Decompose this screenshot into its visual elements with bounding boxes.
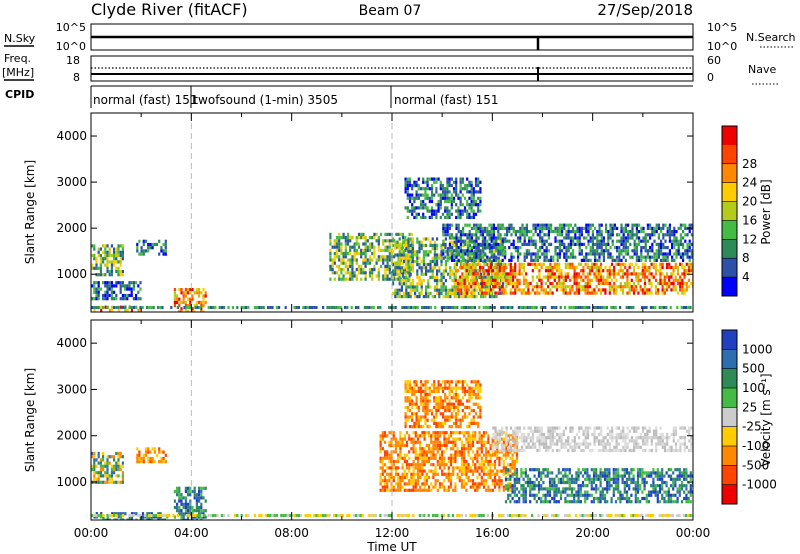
velocity-colorbar-cell-8 [722,465,737,486]
cpid-label: CPID [5,88,34,101]
x-tick-2: 04:00 [174,526,209,540]
freq-right-tick-bottom: 0 [707,71,714,84]
noise-strip: N.Sky 10^5 10^0 10^5 10^0 N.Search [4,21,796,53]
beam-title: Beam 07 [359,3,422,19]
velocity-colorbar-label: Velocity [m s⁻¹] [759,373,773,466]
power-y-tick-2: 2000 [56,221,87,235]
velocity-colorbar-tick-6: -100 [742,439,769,453]
x-tick-3: 08:00 [274,526,309,540]
noise-left-label: N.Sky [4,32,36,45]
noise-left-tick-bottom: 10^0 [56,40,86,53]
power-near-range-band [91,306,692,309]
noise-left-tick-top: 10^5 [56,21,86,34]
freq-label-line1: Freq. [4,52,31,65]
power-echo-region-8 [454,262,693,295]
power-colorbar-label: Power [dB] [759,179,773,244]
freq-label-line2: [MHz] [2,66,34,79]
power-colorbar-tick-7: 28 [742,157,757,171]
velocity-colorbar-tick-7: -500 [742,458,769,472]
velocity-echo-region-8 [404,380,482,429]
power-echo-region-3 [91,244,124,277]
x-tick-6: 20:00 [575,526,610,540]
velocity-colorbar-tick-2: 500 [742,362,765,376]
power-colorbar-cell-5 [722,201,737,221]
power-colorbar-cell-2 [722,144,737,165]
power-echo-region-9 [442,223,693,262]
power-echo-region-4 [136,239,167,256]
power-echo-region-10 [404,177,482,220]
cpid-segment-3: normal (fast) 151 [394,93,498,107]
cpid-segment-1: normal (fast) 151 [93,93,197,107]
power-colorbar-cell-3 [722,163,737,184]
velocity-y-tick-1: 1000 [56,475,87,489]
velocity-echo-region-2 [136,447,167,464]
velocity-echo-region-6 [504,468,693,504]
velocity-panel: 1000 2000 3000 4000 Slant Range [km] 1000 50… [23,319,777,554]
velocity-colorbar-tick-5: -25 [742,420,762,434]
power-y-label: Slant Range [km] [23,160,37,264]
power-echo-region-2 [173,288,207,312]
x-axis-label: Time UT [366,540,417,554]
x-tick-5: 16:00 [475,526,510,540]
power-y-tick-1: 1000 [56,267,87,281]
power-colorbar-tick-6: 24 [742,176,757,190]
velocity-y-tick-4: 4000 [56,336,87,350]
velocity-y-tick-3: 3000 [56,382,87,396]
power-colorbar-tick-4: 16 [742,213,757,227]
power-colorbar-tick-3: 12 [742,232,757,246]
velocity-colorbar-tick-4: 25 [742,400,757,414]
velocity-colorbar-cell-7 [722,446,737,466]
frequency-strip: Freq. [MHz] 18 8 60 0 Nave [2,52,780,85]
power-colorbar-tick-5: 20 [742,195,757,209]
power-colorbar-cell-1 [722,126,737,146]
noise-right-tick-bottom: 10^0 [707,40,737,53]
velocity-y-tick-2: 2000 [56,429,87,443]
power-colorbar-cell-7 [722,239,737,259]
power-y-tick-3: 3000 [56,175,87,189]
velocity-colorbar-tick-1: 1000 [742,342,773,356]
velocity-echo-region-5 [379,431,519,492]
velocity-echo-region-3 [173,486,207,520]
date-title: 27/Sep/2018 [597,1,693,19]
velocity-echo-region-1 [91,451,124,484]
power-echo-region-5 [91,281,142,301]
velocity-colorbar-tick-8: -1000 [742,478,777,492]
velocity-colorbar-tick-3: 100 [742,381,765,395]
power-colorbar-cell-9 [722,277,737,297]
power-colorbar-tick-1: 4 [742,270,750,284]
freq-left-tick-top: 18 [66,54,80,67]
velocity-y-label: Slant Range [km] [23,368,37,472]
velocity-colorbar-cell-3 [722,368,737,389]
freq-right-tick-top: 60 [707,54,721,67]
power-colorbar-tick-2: 8 [742,251,750,265]
power-colorbar-cell-6 [722,220,737,240]
power-y-tick-4: 4000 [56,129,87,143]
velocity-colorbar-cell-6 [722,426,737,447]
power-colorbar-cell-4 [722,182,737,202]
velocity-colorbar-cell-5 [722,407,737,428]
power-colorbar-cell-8 [722,258,737,278]
x-tick-4: 12:00 [375,526,410,540]
cpid-segment-2: twofsound (1-min) 3505 [193,93,338,107]
x-tick-1: 00:00 [74,526,109,540]
velocity-echo-region-7 [492,426,693,453]
velocity-colorbar-cell-9 [722,484,737,505]
velocity-colorbar-cell-2 [722,349,737,370]
velocity-colorbar-cell-1 [722,330,737,350]
velocity-colorbar-cell-4 [722,388,737,408]
station-title: Clyde River (fitACF) [91,0,248,19]
freq-left-tick-bottom: 8 [73,71,80,84]
noise-right-tick-top: 10^5 [707,21,737,34]
velocity-near-range-band [91,514,693,517]
power-panel: 1000 2000 3000 4000 Slant Range [km] 4 8 12 16… [23,112,773,313]
noise-right-label: N.Search [746,31,796,44]
x-tick-7: 00:00 [676,526,711,540]
nave-label: Nave [748,63,776,76]
